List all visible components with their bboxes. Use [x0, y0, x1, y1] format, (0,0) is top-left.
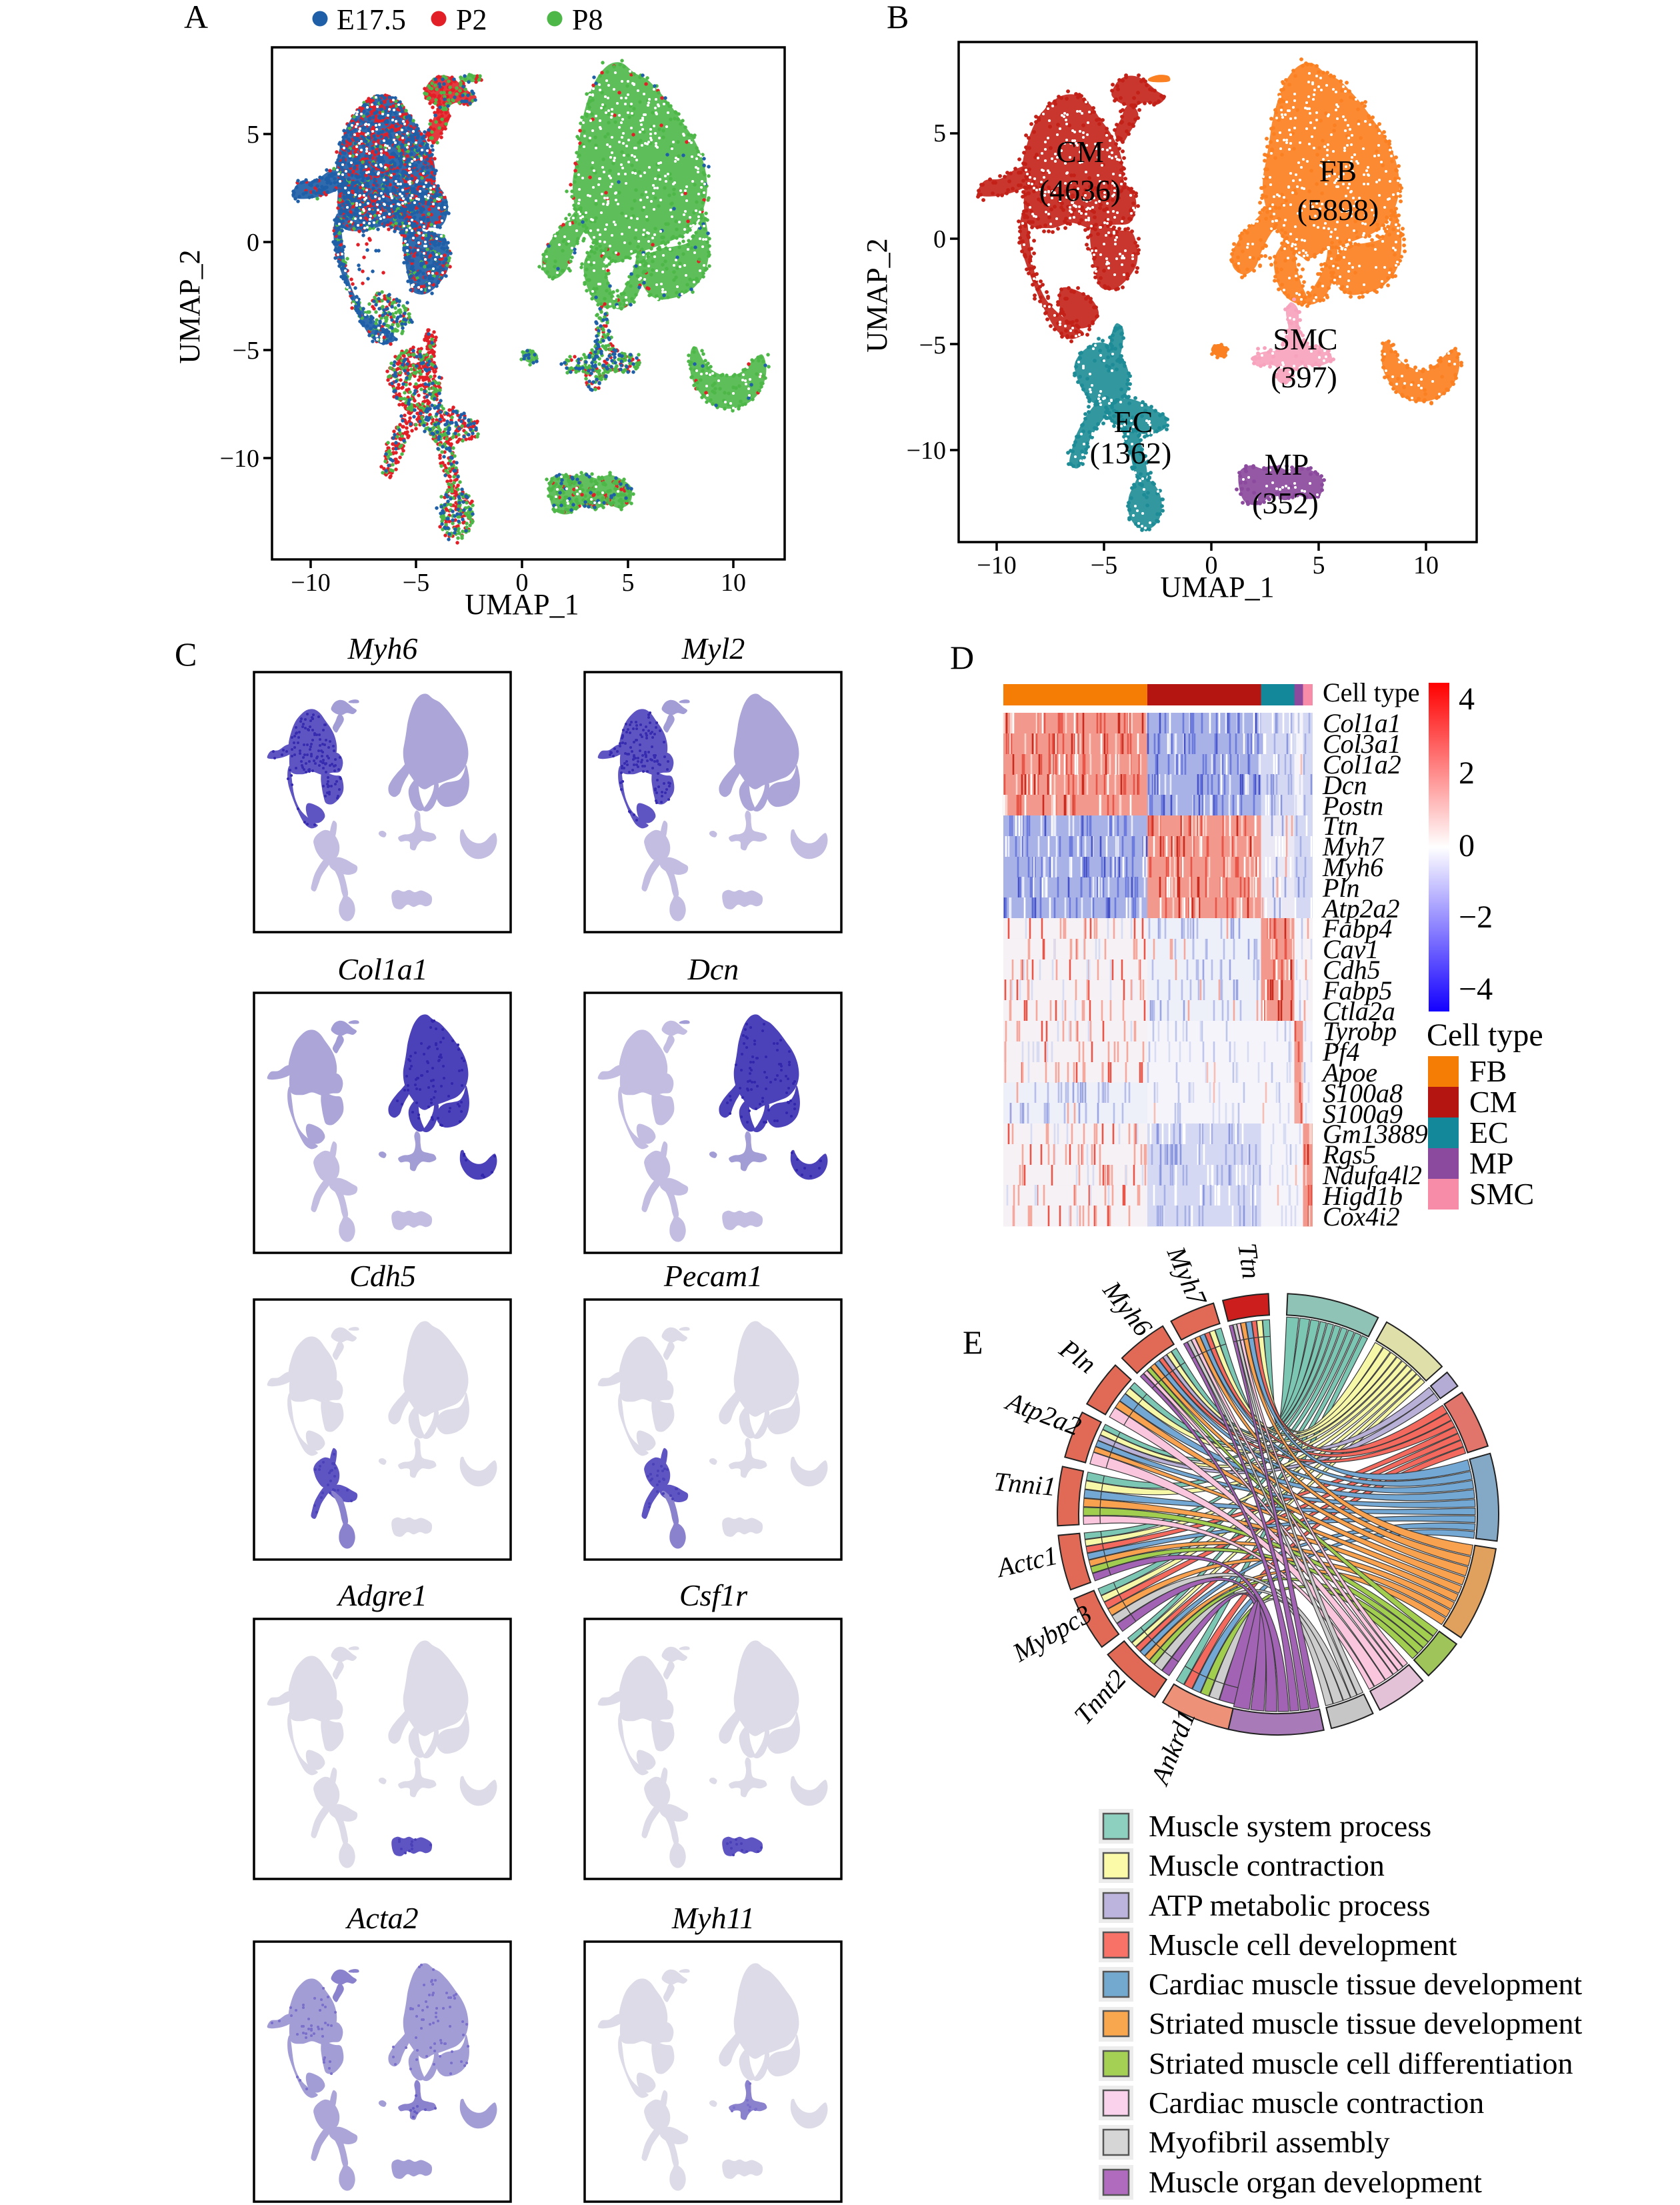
svg-text:Cell type: Cell type — [1427, 1017, 1543, 1053]
svg-text:5: 5 — [247, 121, 259, 149]
svg-text:Csf1r: Csf1r — [679, 1578, 748, 1612]
svg-text:CM: CM — [1056, 135, 1104, 169]
svg-text:Myh11: Myh11 — [671, 1901, 755, 1935]
svg-text:Cdh5: Cdh5 — [1323, 955, 1381, 985]
svg-text:−5: −5 — [233, 337, 259, 365]
svg-text:S100a8: S100a8 — [1323, 1078, 1403, 1108]
svg-text:Cell type: Cell type — [1323, 677, 1420, 707]
svg-text:EC: EC — [1469, 1116, 1509, 1150]
svg-text:Col1a1: Col1a1 — [1323, 708, 1401, 738]
svg-text:Ttn: Ttn — [1232, 1242, 1267, 1281]
svg-text:UMAP_2: UMAP_2 — [173, 249, 206, 363]
svg-text:FB: FB — [1469, 1054, 1507, 1088]
svg-text:−5: −5 — [403, 569, 429, 597]
svg-text:Striated muscle cell different: Striated muscle cell differentiation — [1149, 2046, 1573, 2080]
svg-text:Cardiac muscle tissue developm: Cardiac muscle tissue development — [1149, 1967, 1582, 2001]
svg-text:−5: −5 — [919, 331, 946, 359]
svg-text:Acta2: Acta2 — [345, 1901, 418, 1935]
svg-text:FB: FB — [1319, 154, 1357, 188]
svg-text:Postn: Postn — [1322, 791, 1383, 821]
svg-text:Striated muscle tissue develop: Striated muscle tissue development — [1149, 2006, 1582, 2040]
svg-text:5: 5 — [933, 119, 946, 147]
svg-text:0: 0 — [247, 229, 259, 257]
svg-text:Tnni1: Tnni1 — [993, 1466, 1057, 1502]
svg-text:Fabp4: Fabp4 — [1322, 913, 1392, 943]
svg-text:S100a9: S100a9 — [1323, 1099, 1403, 1129]
svg-text:(5898): (5898) — [1297, 193, 1379, 227]
svg-text:Cav1: Cav1 — [1323, 934, 1379, 964]
svg-text:5: 5 — [622, 569, 635, 597]
svg-text:Dcn: Dcn — [1322, 770, 1367, 800]
svg-text:Myl2: Myl2 — [681, 631, 745, 665]
svg-text:Ttn: Ttn — [1323, 811, 1358, 841]
svg-text:−10: −10 — [220, 445, 259, 473]
svg-text:Apoe: Apoe — [1321, 1057, 1377, 1087]
svg-text:D: D — [950, 639, 974, 676]
svg-text:Ndufa4l2: Ndufa4l2 — [1322, 1160, 1422, 1190]
svg-text:Myh7: Myh7 — [1322, 831, 1385, 861]
svg-text:(1362): (1362) — [1090, 436, 1172, 470]
svg-text:0: 0 — [933, 225, 946, 253]
svg-text:0: 0 — [1205, 551, 1218, 579]
svg-text:0: 0 — [1459, 828, 1475, 863]
svg-text:Cdh5: Cdh5 — [349, 1259, 416, 1293]
svg-text:10: 10 — [721, 569, 746, 597]
svg-text:B: B — [887, 0, 909, 35]
svg-text:UMAP_1: UMAP_1 — [465, 588, 579, 621]
svg-text:Pecam1: Pecam1 — [663, 1259, 763, 1293]
svg-text:Higd1b: Higd1b — [1322, 1181, 1403, 1211]
svg-text:Gm13889: Gm13889 — [1323, 1119, 1428, 1149]
svg-text:A: A — [184, 0, 208, 35]
svg-text:ATP metabolic process: ATP metabolic process — [1149, 1888, 1430, 1922]
svg-text:Myh6: Myh6 — [1322, 852, 1383, 882]
svg-text:Col3a1: Col3a1 — [1323, 729, 1401, 759]
svg-text:SMC: SMC — [1273, 322, 1337, 356]
svg-text:Col1a1: Col1a1 — [337, 952, 427, 986]
svg-text:Col1a2: Col1a2 — [1323, 749, 1401, 779]
svg-text:Muscle system process: Muscle system process — [1149, 1809, 1431, 1843]
svg-text:(4636): (4636) — [1039, 173, 1121, 207]
svg-text:UMAP_2: UMAP_2 — [861, 238, 893, 352]
svg-text:Muscle contraction: Muscle contraction — [1149, 1848, 1385, 1882]
svg-text:−4: −4 — [1459, 971, 1493, 1007]
svg-text:Pln: Pln — [1322, 873, 1360, 903]
svg-text:E17.5: E17.5 — [337, 3, 406, 36]
svg-text:−10: −10 — [977, 551, 1016, 579]
svg-text:4: 4 — [1459, 681, 1475, 717]
svg-text:10: 10 — [1413, 551, 1439, 579]
svg-text:P8: P8 — [572, 3, 603, 36]
svg-text:(352): (352) — [1252, 486, 1319, 520]
svg-text:UMAP_1: UMAP_1 — [1160, 571, 1274, 603]
svg-text:Dcn: Dcn — [687, 952, 739, 986]
svg-text:Pf4: Pf4 — [1322, 1037, 1360, 1067]
svg-text:Cox4i2: Cox4i2 — [1323, 1202, 1400, 1232]
svg-text:0: 0 — [516, 569, 529, 597]
svg-text:Myofibril assembly: Myofibril assembly — [1149, 2125, 1390, 2159]
svg-text:EC: EC — [1114, 405, 1153, 439]
svg-text:CM: CM — [1469, 1085, 1517, 1119]
svg-text:Ctla2a: Ctla2a — [1323, 996, 1395, 1026]
svg-text:Myh6: Myh6 — [347, 631, 418, 665]
svg-text:Cardiac muscle contraction: Cardiac muscle contraction — [1149, 2086, 1484, 2120]
svg-text:−10: −10 — [907, 437, 946, 465]
svg-text:Rgs5: Rgs5 — [1322, 1140, 1376, 1170]
svg-text:Muscle organ development: Muscle organ development — [1149, 2165, 1482, 2199]
svg-text:−10: −10 — [291, 569, 330, 597]
svg-text:−5: −5 — [1091, 551, 1117, 579]
svg-text:2: 2 — [1459, 755, 1475, 791]
svg-text:Fabp5: Fabp5 — [1322, 975, 1392, 1005]
svg-text:5: 5 — [1313, 551, 1325, 579]
svg-text:Adgre1: Adgre1 — [336, 1578, 427, 1612]
svg-text:MP: MP — [1469, 1146, 1513, 1180]
svg-text:E: E — [963, 1324, 983, 1361]
svg-text:Tyrobp: Tyrobp — [1323, 1016, 1397, 1046]
svg-text:P2: P2 — [456, 3, 487, 36]
svg-text:MP: MP — [1265, 447, 1309, 481]
svg-text:Atp2a2: Atp2a2 — [1321, 893, 1400, 923]
svg-text:SMC: SMC — [1469, 1177, 1534, 1211]
svg-text:Muscle cell development: Muscle cell development — [1149, 1928, 1457, 1962]
svg-text:−2: −2 — [1459, 899, 1493, 935]
svg-text:(397): (397) — [1271, 360, 1337, 394]
svg-text:C: C — [175, 635, 197, 673]
